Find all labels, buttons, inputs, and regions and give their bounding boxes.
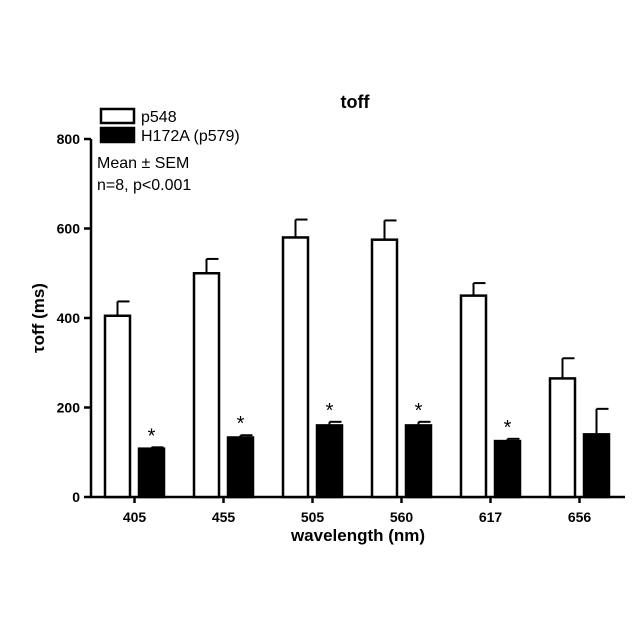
legend-label-h172a: H172A (p579): [141, 128, 240, 145]
significance-marker: *: [415, 400, 423, 422]
x-tick-label: 617: [479, 509, 503, 525]
x-tick-label: 405: [123, 509, 147, 525]
bar-h172a-405: [139, 449, 164, 497]
y-tick-label: 0: [72, 489, 80, 505]
y-axis-label: τoff (ms): [29, 283, 48, 353]
legend: p548 H172A (p579): [101, 109, 240, 145]
annotation-n-p: n=8, p<0.001: [97, 177, 191, 194]
legend-swatch-p548: [101, 109, 134, 123]
y-tick-label: 800: [57, 131, 81, 147]
y-tick-label: 400: [57, 310, 81, 326]
bar-h172a-505: [317, 425, 342, 497]
bar-p548-405: [105, 316, 130, 497]
bar-p548-455: [194, 273, 219, 497]
bar-h172a-455: [228, 437, 253, 497]
annotation-mean-sem: Mean ± SEM: [97, 155, 189, 172]
bar-h172a-560: [406, 425, 431, 497]
legend-label-p548: p548: [141, 109, 177, 126]
y-tick-label: 200: [57, 400, 81, 416]
significance-marker: *: [504, 417, 512, 439]
bar-p548-617: [461, 296, 486, 497]
significance-marker: *: [148, 425, 156, 447]
bar-p548-560: [372, 240, 397, 497]
x-tick-label: 560: [390, 509, 414, 525]
x-axis-label: wavelength (nm): [290, 526, 425, 545]
bar-p548-505: [283, 237, 308, 497]
significance-marker: *: [326, 400, 334, 422]
x-tick-label: 505: [301, 509, 325, 525]
bar-h172a-617: [495, 441, 520, 497]
x-tick-label: 656: [568, 509, 592, 525]
significance-marker: *: [237, 413, 245, 435]
bar-p548-656: [550, 378, 575, 497]
chart-title: toff: [341, 92, 371, 112]
legend-swatch-h172a: [101, 128, 134, 142]
x-tick-label: 455: [212, 509, 236, 525]
y-tick-label: 600: [57, 221, 81, 237]
bar-h172a-656: [584, 434, 609, 497]
